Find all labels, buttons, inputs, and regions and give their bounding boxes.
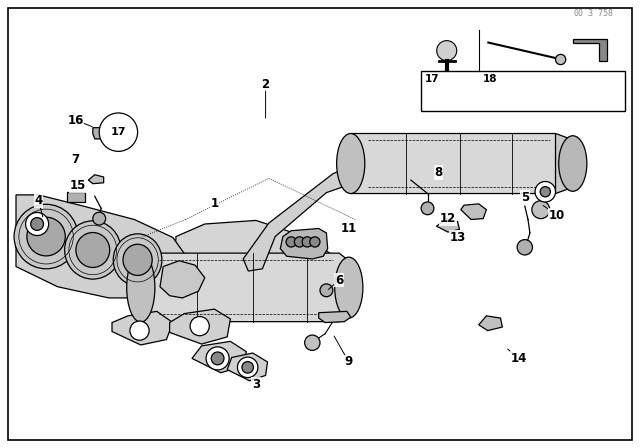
Text: 16: 16 bbox=[67, 113, 84, 127]
Ellipse shape bbox=[65, 221, 121, 279]
Text: 11: 11 bbox=[340, 222, 357, 235]
Circle shape bbox=[517, 240, 532, 255]
Polygon shape bbox=[280, 228, 328, 259]
Polygon shape bbox=[112, 311, 173, 345]
Polygon shape bbox=[166, 220, 339, 311]
Circle shape bbox=[31, 218, 44, 230]
Circle shape bbox=[302, 237, 312, 247]
Polygon shape bbox=[243, 162, 371, 271]
Circle shape bbox=[26, 212, 49, 236]
Circle shape bbox=[535, 181, 556, 202]
Circle shape bbox=[320, 284, 333, 297]
Polygon shape bbox=[141, 253, 349, 322]
Polygon shape bbox=[351, 134, 563, 194]
Circle shape bbox=[294, 237, 305, 247]
Polygon shape bbox=[436, 219, 460, 232]
Circle shape bbox=[436, 41, 457, 60]
Circle shape bbox=[130, 321, 149, 340]
Circle shape bbox=[540, 187, 550, 197]
Polygon shape bbox=[319, 311, 351, 323]
Circle shape bbox=[99, 113, 138, 151]
Circle shape bbox=[305, 335, 320, 350]
Ellipse shape bbox=[123, 244, 152, 276]
Text: 7: 7 bbox=[72, 152, 79, 166]
Circle shape bbox=[421, 202, 434, 215]
Text: 2: 2 bbox=[262, 78, 269, 91]
Polygon shape bbox=[479, 316, 502, 331]
Ellipse shape bbox=[113, 234, 162, 286]
Polygon shape bbox=[88, 175, 104, 184]
Circle shape bbox=[532, 201, 550, 219]
Text: 9: 9 bbox=[345, 355, 353, 369]
Circle shape bbox=[190, 317, 209, 336]
Text: 17: 17 bbox=[425, 74, 440, 84]
Circle shape bbox=[556, 54, 566, 65]
Circle shape bbox=[286, 237, 296, 247]
Text: 13: 13 bbox=[449, 231, 466, 244]
Bar bbox=[421, 71, 625, 111]
Ellipse shape bbox=[127, 253, 155, 322]
Text: 18: 18 bbox=[483, 74, 497, 84]
Text: 4: 4 bbox=[35, 194, 42, 207]
Circle shape bbox=[242, 362, 253, 373]
Text: 10: 10 bbox=[548, 208, 565, 222]
Text: 6: 6 bbox=[335, 273, 343, 287]
Bar bbox=[67, 192, 85, 202]
Ellipse shape bbox=[335, 257, 363, 318]
Text: 3: 3 bbox=[252, 378, 260, 391]
Ellipse shape bbox=[76, 233, 109, 267]
Polygon shape bbox=[556, 134, 582, 194]
Polygon shape bbox=[192, 341, 246, 373]
Circle shape bbox=[211, 352, 224, 365]
Polygon shape bbox=[461, 204, 486, 220]
Text: 1: 1 bbox=[211, 197, 218, 211]
Polygon shape bbox=[93, 128, 112, 139]
Circle shape bbox=[93, 212, 106, 225]
Text: 5: 5 bbox=[521, 190, 529, 204]
Ellipse shape bbox=[14, 204, 78, 269]
Text: 00`3`758: 00`3`758 bbox=[573, 9, 613, 18]
Ellipse shape bbox=[27, 217, 65, 256]
Polygon shape bbox=[160, 261, 205, 298]
Text: 14: 14 bbox=[510, 352, 527, 365]
Text: 12: 12 bbox=[440, 212, 456, 225]
Ellipse shape bbox=[337, 134, 365, 194]
Circle shape bbox=[237, 357, 258, 378]
Polygon shape bbox=[227, 353, 268, 381]
Polygon shape bbox=[16, 195, 192, 298]
Text: 17: 17 bbox=[111, 127, 126, 137]
Circle shape bbox=[206, 347, 229, 370]
Text: 15: 15 bbox=[70, 179, 86, 193]
Polygon shape bbox=[170, 309, 230, 344]
Polygon shape bbox=[573, 39, 607, 61]
Text: 8: 8 bbox=[435, 166, 442, 179]
Circle shape bbox=[310, 237, 320, 247]
Ellipse shape bbox=[559, 136, 587, 191]
